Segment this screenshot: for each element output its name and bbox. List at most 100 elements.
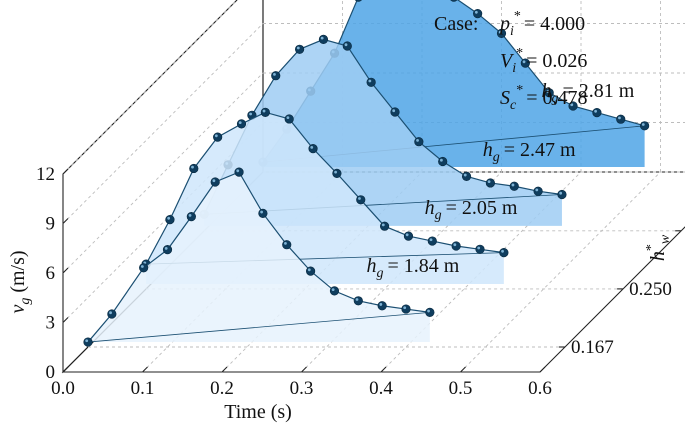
data-point-highlight xyxy=(296,46,300,50)
case-pi: pi* = 4.000 xyxy=(498,9,585,39)
data-point-highlight xyxy=(355,298,359,301)
data-point-highlight xyxy=(379,303,383,306)
series-labels: hg = 2.81 m hg = 2.47 m hg = 2.05 m hg = 1.84 m xyxy=(367,80,635,281)
case-legend: Case: pi* = 4.000 Vi* = 0.026 Sc* = 0.478 xyxy=(434,9,588,113)
data-point xyxy=(499,248,509,258)
data-point-highlight xyxy=(416,139,419,142)
data-point xyxy=(210,177,220,187)
data-point xyxy=(509,181,519,191)
data-point xyxy=(139,263,149,273)
data-point xyxy=(213,132,223,142)
data-point-highlight xyxy=(334,170,337,174)
data-point xyxy=(438,156,448,167)
data-point xyxy=(616,114,626,124)
data-point xyxy=(427,236,437,246)
data-point xyxy=(186,212,196,222)
grid-left-y xyxy=(62,23,264,224)
data-point-highlight xyxy=(191,165,194,169)
data-point xyxy=(107,309,117,319)
data-point xyxy=(533,186,543,196)
data-point xyxy=(258,208,268,218)
series-line-1 xyxy=(145,111,504,265)
z-axis-title: h*w xyxy=(644,234,673,261)
y-tick xyxy=(62,267,69,274)
data-point xyxy=(639,121,650,131)
series-label-3: hg = 2.81 m xyxy=(542,80,635,106)
y-tick xyxy=(62,366,69,373)
data-point-highlight xyxy=(440,158,443,162)
series-group xyxy=(83,0,650,347)
z-tick-label: 0.167 xyxy=(571,337,614,358)
case-sc: Sc* = 0.478 xyxy=(500,83,588,113)
data-point xyxy=(356,195,366,205)
data-point xyxy=(318,34,329,45)
data-point xyxy=(377,301,387,311)
data-point-highlight xyxy=(249,112,253,116)
data-point-highlight xyxy=(477,246,481,250)
data-point-highlight xyxy=(429,238,433,242)
data-point-highlight xyxy=(463,173,467,177)
data-point xyxy=(162,245,173,255)
svg-text:vg (m/s): vg (m/s) xyxy=(7,250,33,313)
data-point-highlight xyxy=(260,210,263,214)
data-point xyxy=(450,0,458,2)
data-point xyxy=(366,77,376,87)
x-tick-label: 0.0 xyxy=(51,378,75,399)
data-point-highlight xyxy=(368,79,372,83)
data-point-highlight xyxy=(535,188,539,192)
x-tick-label: 0.6 xyxy=(528,378,552,399)
data-point-highlight xyxy=(262,109,266,113)
data-point xyxy=(271,71,281,81)
data-point-highlight xyxy=(109,311,112,315)
data-point-highlight xyxy=(344,43,348,47)
axis-ticks: 0.00.10.20.30.40.50.60369120.1670.2500.3… xyxy=(36,164,682,399)
data-point-highlight xyxy=(236,169,240,173)
series-0 xyxy=(83,167,435,347)
data-point-highlight xyxy=(307,268,311,272)
y-axis-title: vg (m/s) xyxy=(7,250,33,313)
data-point-highlight xyxy=(501,249,504,253)
x-tick xyxy=(539,366,546,373)
data-point-highlight xyxy=(570,103,574,107)
data-point-highlight xyxy=(594,109,597,113)
data-point xyxy=(425,307,435,317)
data-point-highlight xyxy=(284,242,287,245)
data-point-highlight xyxy=(487,180,491,184)
data-point xyxy=(390,107,400,117)
y-tick xyxy=(62,317,69,323)
data-point-highlight xyxy=(453,243,457,247)
data-point-highlight xyxy=(310,145,314,149)
x-tick-label: 0.1 xyxy=(131,378,155,399)
x-tick-label: 0.2 xyxy=(210,378,234,399)
z-tick-label: 0.250 xyxy=(629,279,672,300)
x-tick-label: 0.5 xyxy=(449,378,473,399)
case-label: Case: xyxy=(434,13,478,35)
data-point-highlight xyxy=(559,191,563,195)
data-point xyxy=(557,189,567,200)
data-point xyxy=(236,119,247,129)
x-tick-label: 0.3 xyxy=(290,378,314,399)
grid-left-y xyxy=(62,0,238,175)
data-point xyxy=(284,114,294,124)
y-tick-label: 6 xyxy=(46,263,56,284)
data-point xyxy=(189,163,199,174)
series-baseline-0 xyxy=(87,311,430,343)
data-point xyxy=(592,107,602,118)
data-point xyxy=(380,221,390,231)
y-tick xyxy=(62,218,69,224)
data-point xyxy=(329,286,340,296)
grid-left-y xyxy=(62,72,264,274)
data-point-highlight xyxy=(358,197,361,200)
data-point-highlight xyxy=(522,60,526,64)
data-point xyxy=(308,144,318,154)
data-point-highlight xyxy=(320,36,324,40)
data-point-highlight xyxy=(212,179,216,183)
data-point-highlight xyxy=(331,288,335,291)
data-point-highlight xyxy=(214,134,218,138)
data-point-highlight xyxy=(546,90,550,93)
data-point-highlight xyxy=(511,183,515,187)
grid-floor-x xyxy=(460,171,661,373)
data-point-highlight xyxy=(474,10,478,14)
data-point-highlight xyxy=(238,121,242,124)
